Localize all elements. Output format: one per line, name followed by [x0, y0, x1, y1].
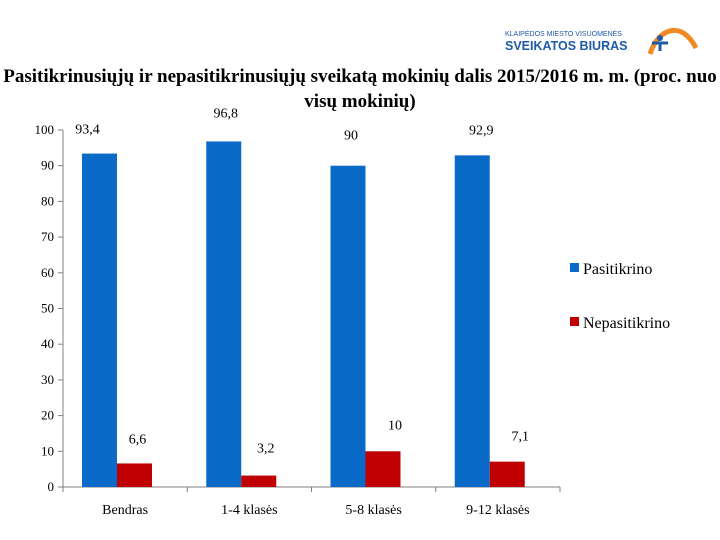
y-tick-label: 80 [41, 193, 54, 208]
data-label: 10 [388, 418, 402, 433]
data-label: 6,6 [129, 432, 147, 447]
data-label: 7,1 [512, 430, 530, 445]
data-label: 93,4 [75, 123, 100, 138]
legend-label-nepasitikrino: Nepasitikrino [583, 315, 670, 332]
y-tick-label: 100 [35, 122, 55, 137]
bar-pasitikrino-2 [206, 141, 242, 487]
y-tick-label: 30 [41, 372, 54, 387]
logo-line1: KLAIPĖDOS MIESTO VISUOMENĖS [505, 29, 622, 38]
legend-label-pasitikrino: Pasitikrino [583, 261, 652, 278]
y-tick-label: 40 [41, 336, 54, 351]
data-label: 3,2 [257, 442, 275, 457]
y-tick-label: 70 [41, 229, 54, 244]
x-tick-label: 9-12 klasės [466, 503, 529, 518]
data-label: 96,8 [214, 106, 239, 121]
legend-swatch-nepasitikrino [570, 317, 579, 326]
data-label: 92,9 [469, 123, 494, 138]
bar-pasitikrino-4 [454, 155, 490, 488]
logo-figure-body [652, 41, 668, 51]
legend: Pasitikrino Nepasitikrino [570, 261, 670, 332]
y-tick-label: 90 [41, 158, 54, 173]
x-tick-label: Bendras [102, 503, 148, 518]
bar-pasitikrino-1 [82, 153, 117, 487]
legend-swatch-pasitikrino [570, 263, 579, 272]
bar-nepasitikrino-3 [365, 451, 401, 487]
y-tick-label: 50 [41, 301, 54, 316]
bar-pasitikrino-3 [330, 165, 366, 487]
y-tick-label: 20 [41, 408, 54, 423]
logo-line2: SVEIKATOS BIURAS [505, 39, 627, 53]
logo: KLAIPĖDOS MIESTO VISUOMENĖS SVEIKATOS BI… [505, 28, 699, 55]
x-tick-label: 1-4 klasės [221, 503, 277, 518]
bars [82, 141, 525, 488]
logo-figure-head [657, 35, 663, 41]
bar-nepasitikrino-2 [241, 475, 277, 487]
data-label: 90 [344, 129, 358, 144]
y-tick-label: 10 [41, 443, 54, 458]
bar-nepasitikrino-4 [489, 461, 525, 487]
data-labels: 93,4 96,8 90 92,9 6,6 3,2 10 7,1 [75, 106, 529, 456]
x-tick-label: 5-8 klasės [345, 503, 401, 518]
chart-title: Pasitikrinusiųjų ir nepasitikrinusiųjų s… [3, 66, 717, 112]
y-tick-label: 60 [41, 265, 54, 280]
logo-swoosh [647, 28, 699, 55]
bar-nepasitikrino-1 [117, 463, 152, 487]
y-tick-label: 0 [48, 479, 55, 494]
